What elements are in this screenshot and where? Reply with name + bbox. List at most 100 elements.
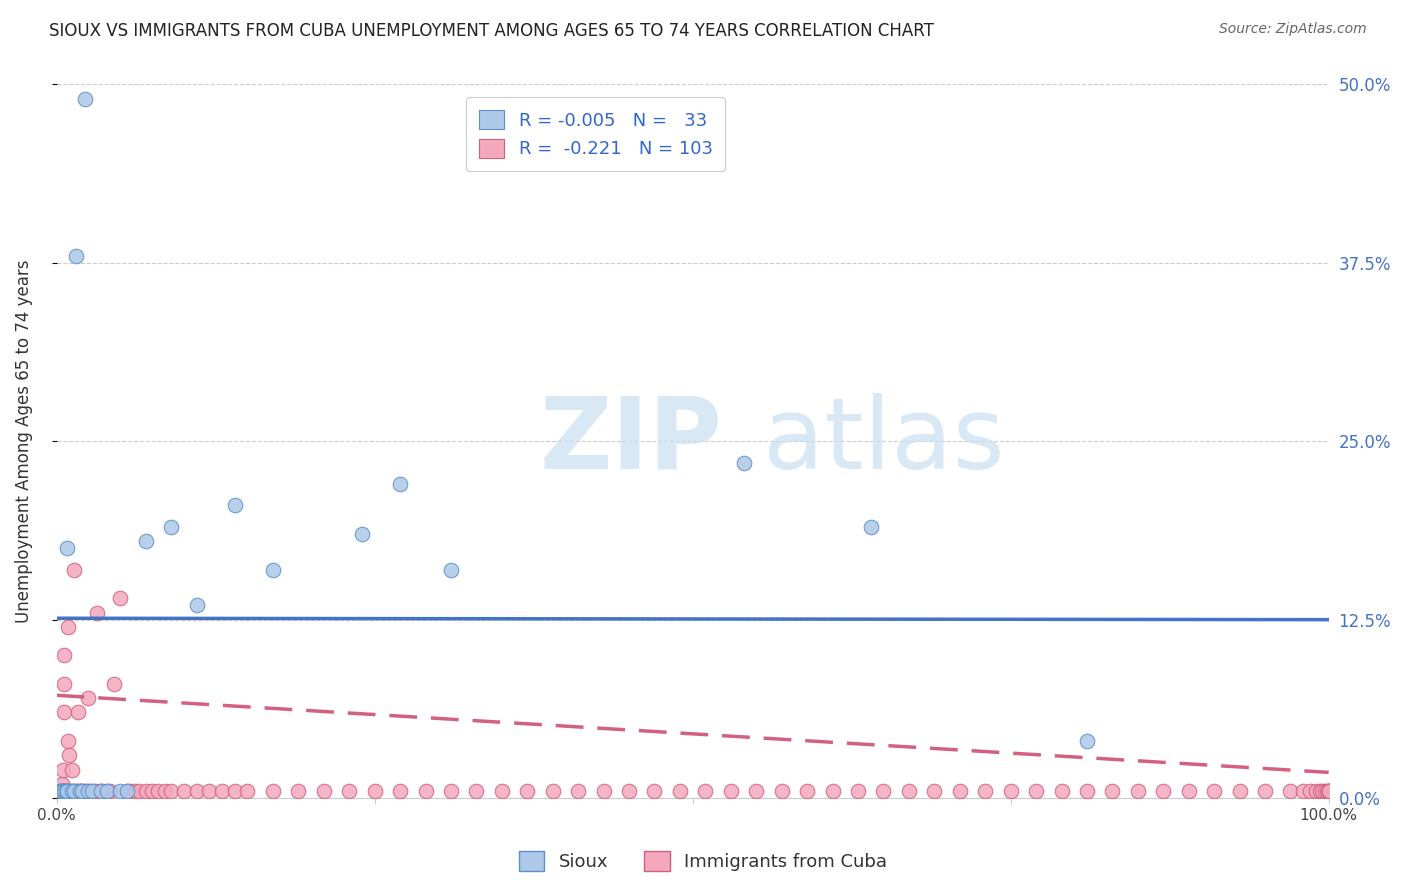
Point [770,784,793,798]
Point [389,784,412,798]
Point [56,541,79,556]
Point [110,591,132,606]
Point [695,784,717,798]
Point [52,784,75,798]
Point [77,784,100,798]
Point [1126,784,1149,798]
Point [1076,734,1098,748]
Point [198,784,221,798]
Point [415,784,437,798]
Point [1050,784,1073,798]
Point [91,784,114,798]
Point [60,784,83,798]
Point [51,777,73,791]
Point [51,784,73,798]
Point [160,784,183,798]
Point [96,784,118,798]
Point [186,599,208,613]
Point [141,784,163,798]
Point [153,784,176,798]
Point [897,784,920,798]
Point [98,784,121,798]
Point [312,784,335,798]
Point [337,784,360,798]
Point [70,784,93,798]
Point [58,748,80,763]
Point [389,477,412,491]
Point [115,784,138,798]
Point [1298,784,1320,798]
Point [1309,784,1331,798]
Point [465,784,488,798]
Point [49,784,72,798]
Point [186,784,208,798]
Point [592,784,614,798]
Point [69,784,91,798]
Point [67,706,90,720]
Point [135,534,157,549]
Point [173,784,195,798]
Point [63,784,86,798]
Point [58,784,80,798]
Point [83,784,105,798]
Point [350,527,373,541]
Point [128,784,150,798]
Point [949,784,972,798]
Point [1101,784,1123,798]
Point [65,249,87,263]
Legend: Sioux, Immigrants from Cuba: Sioux, Immigrants from Cuba [512,844,894,879]
Point [69,784,91,798]
Point [59,784,82,798]
Point [53,677,76,691]
Point [135,784,157,798]
Point [77,691,100,706]
Point [1317,784,1340,798]
Point [1152,784,1174,798]
Point [363,784,385,798]
Point [1310,784,1333,798]
Point [53,648,76,663]
Point [55,784,77,798]
Point [53,784,76,798]
Point [70,784,93,798]
Point [73,784,96,798]
Point [236,784,259,798]
Point [65,784,87,798]
Point [821,784,844,798]
Text: SIOUX VS IMMIGRANTS FROM CUBA UNEMPLOYMENT AMONG AGES 65 TO 74 YEARS CORRELATION: SIOUX VS IMMIGRANTS FROM CUBA UNEMPLOYME… [49,22,934,40]
Point [115,784,138,798]
Point [1279,784,1302,798]
Point [1204,784,1226,798]
Point [56,784,79,798]
Point [1229,784,1251,798]
Point [440,563,463,577]
Point [720,784,742,798]
Point [103,677,125,691]
Point [1305,784,1327,798]
Point [1317,784,1340,798]
Point [96,784,118,798]
Point [60,763,83,777]
Point [55,784,77,798]
Point [924,784,946,798]
Point [1254,784,1277,798]
Point [745,784,768,798]
Point [846,784,869,798]
Point [669,784,692,798]
Point [1177,784,1199,798]
Point [51,784,73,798]
Point [63,563,86,577]
Point [1292,784,1315,798]
Point [287,784,309,798]
Text: ZIP: ZIP [540,392,723,490]
Text: atlas: atlas [762,392,1004,490]
Point [52,784,75,798]
Point [82,784,104,798]
Y-axis label: Unemployment Among Ages 65 to 74 years: Unemployment Among Ages 65 to 74 years [15,260,32,623]
Point [56,784,79,798]
Point [262,563,284,577]
Point [1317,784,1340,798]
Point [1317,784,1340,798]
Point [1316,784,1339,798]
Point [211,784,233,798]
